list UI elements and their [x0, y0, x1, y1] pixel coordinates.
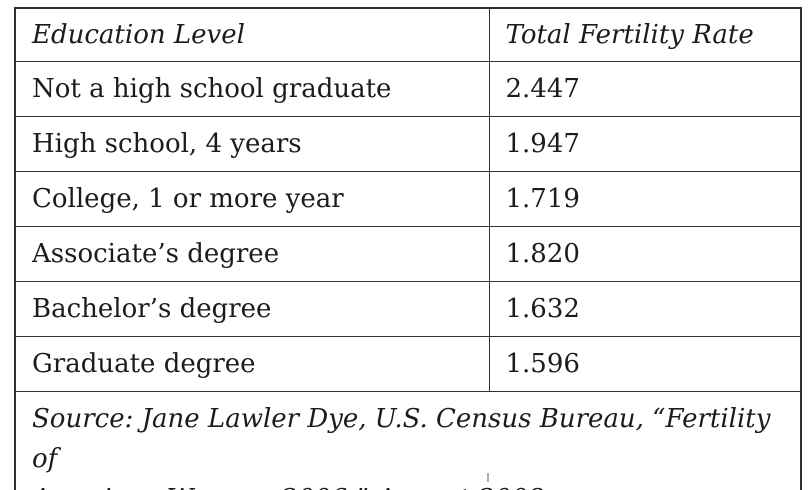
col-header-total-fertility-rate: Total Fertility Rate — [488, 7, 802, 62]
fertility-rate-cell: 1.632 — [488, 280, 802, 337]
fertility-rate-cell: 1.596 — [488, 335, 802, 392]
fertility-rate-cell: 1.947 — [488, 115, 802, 172]
table-header-row: Education Level Total Fertility Rate — [14, 7, 802, 62]
table-row: Not a high school graduate 2.447 — [14, 60, 802, 117]
education-level-cell: High school, 4 years — [14, 115, 490, 172]
education-level-cell: Bachelor’s degree — [14, 280, 490, 337]
column-divider-tick — [487, 473, 489, 482]
education-level-cell: College, 1 or more year — [14, 170, 490, 227]
source-note-row: Source: Jane Lawler Dye, U.S. Census Bur… — [14, 390, 802, 490]
education-level-cell: Associate’s degree — [14, 225, 490, 282]
fertility-rate-cell: 2.447 — [488, 60, 802, 117]
fertility-rate-cell: 1.820 — [488, 225, 802, 282]
source-note-line-2: American Women: 2006,” August 2008. — [32, 479, 784, 490]
table-row: Associate’s degree 1.820 — [14, 225, 802, 282]
table-row: Graduate degree 1.596 — [14, 335, 802, 392]
table-row: High school, 4 years 1.947 — [14, 115, 802, 172]
education-level-cell: Graduate degree — [14, 335, 490, 392]
table-row: College, 1 or more year 1.719 — [14, 170, 802, 227]
education-level-cell: Not a high school graduate — [14, 60, 490, 117]
col-header-education-level: Education Level — [14, 7, 490, 62]
source-note-line-1: Source: Jane Lawler Dye, U.S. Census Bur… — [32, 403, 771, 474]
fertility-rate-cell: 1.719 — [488, 170, 802, 227]
table-row: Bachelor’s degree 1.632 — [14, 280, 802, 337]
source-note: Source: Jane Lawler Dye, U.S. Census Bur… — [14, 390, 802, 490]
fertility-rate-table: Education Level Total Fertility Rate Not… — [14, 7, 802, 490]
